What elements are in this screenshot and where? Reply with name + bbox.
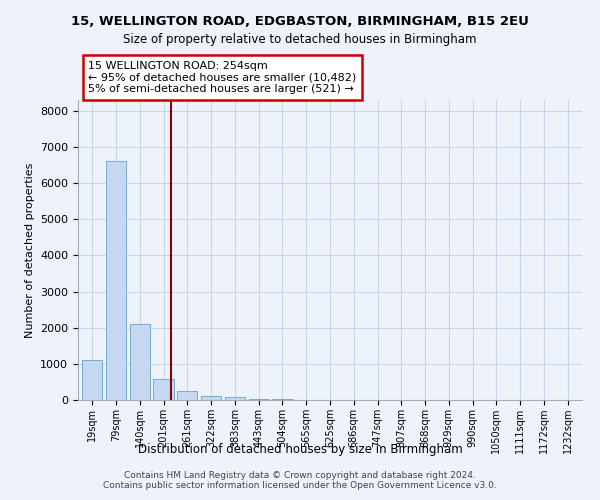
- Bar: [82, 360, 103, 400]
- Bar: [130, 324, 150, 400]
- Text: 15 WELLINGTON ROAD: 254sqm
← 95% of detached houses are smaller (10,482)
5% of s: 15 WELLINGTON ROAD: 254sqm ← 95% of deta…: [88, 61, 356, 94]
- Text: Contains HM Land Registry data © Crown copyright and database right 2024.
Contai: Contains HM Land Registry data © Crown c…: [103, 470, 497, 490]
- Bar: [177, 390, 197, 400]
- Text: Size of property relative to detached houses in Birmingham: Size of property relative to detached ho…: [123, 32, 477, 46]
- Bar: [106, 162, 126, 400]
- Bar: [201, 396, 221, 400]
- Text: Distribution of detached houses by size in Birmingham: Distribution of detached houses by size …: [137, 442, 463, 456]
- Bar: [154, 378, 173, 400]
- Bar: [225, 398, 245, 400]
- Y-axis label: Number of detached properties: Number of detached properties: [25, 162, 35, 338]
- Text: 15, WELLINGTON ROAD, EDGBASTON, BIRMINGHAM, B15 2EU: 15, WELLINGTON ROAD, EDGBASTON, BIRMINGH…: [71, 15, 529, 28]
- Bar: [248, 398, 269, 400]
